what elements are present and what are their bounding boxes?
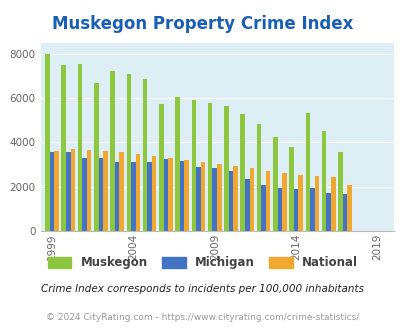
Bar — [87, 150, 91, 231]
Bar — [342, 194, 346, 231]
Bar — [217, 163, 221, 231]
Bar — [175, 97, 179, 231]
Bar — [45, 54, 49, 231]
Bar — [119, 152, 124, 231]
Bar — [82, 158, 87, 231]
Bar — [249, 168, 254, 231]
Bar — [115, 162, 119, 231]
Bar — [110, 71, 115, 231]
Bar — [207, 103, 212, 231]
Bar — [191, 100, 196, 231]
Bar — [54, 151, 59, 231]
Bar — [326, 193, 330, 231]
Bar — [103, 151, 107, 231]
Text: Crime Index corresponds to incidents per 100,000 inhabitants: Crime Index corresponds to incidents per… — [41, 284, 364, 294]
Bar — [314, 176, 318, 231]
Bar — [337, 152, 342, 231]
Bar — [168, 158, 173, 231]
Bar — [289, 147, 293, 231]
Bar — [261, 184, 265, 231]
Bar — [240, 114, 245, 231]
Bar — [224, 106, 228, 231]
Bar — [212, 168, 217, 231]
Bar — [305, 113, 309, 231]
Bar — [277, 188, 281, 231]
Bar — [265, 171, 270, 231]
Bar — [196, 167, 200, 231]
Bar — [159, 104, 163, 231]
Bar — [126, 74, 131, 231]
Bar — [98, 158, 103, 231]
Bar — [321, 131, 326, 231]
Bar — [49, 152, 54, 231]
Bar — [77, 64, 82, 231]
Legend: Muskegon, Michigan, National: Muskegon, Michigan, National — [43, 252, 362, 274]
Bar — [66, 152, 70, 231]
Bar — [131, 162, 135, 231]
Bar — [151, 156, 156, 231]
Bar — [281, 174, 286, 231]
Bar — [179, 161, 184, 231]
Bar — [298, 175, 302, 231]
Text: Muskegon Property Crime Index: Muskegon Property Crime Index — [52, 15, 353, 33]
Bar — [143, 80, 147, 231]
Bar — [233, 166, 237, 231]
Bar — [163, 159, 168, 231]
Bar — [346, 184, 351, 231]
Bar — [184, 160, 189, 231]
Bar — [200, 162, 205, 231]
Bar — [61, 65, 66, 231]
Bar — [309, 188, 314, 231]
Bar — [94, 83, 98, 231]
Bar — [273, 137, 277, 231]
Bar — [228, 171, 233, 231]
Bar — [135, 153, 140, 231]
Bar — [293, 189, 298, 231]
Bar — [147, 162, 151, 231]
Bar — [330, 177, 335, 231]
Bar — [70, 149, 75, 231]
Text: © 2024 CityRating.com - https://www.cityrating.com/crime-statistics/: © 2024 CityRating.com - https://www.city… — [46, 313, 359, 322]
Bar — [245, 179, 249, 231]
Bar — [256, 124, 261, 231]
